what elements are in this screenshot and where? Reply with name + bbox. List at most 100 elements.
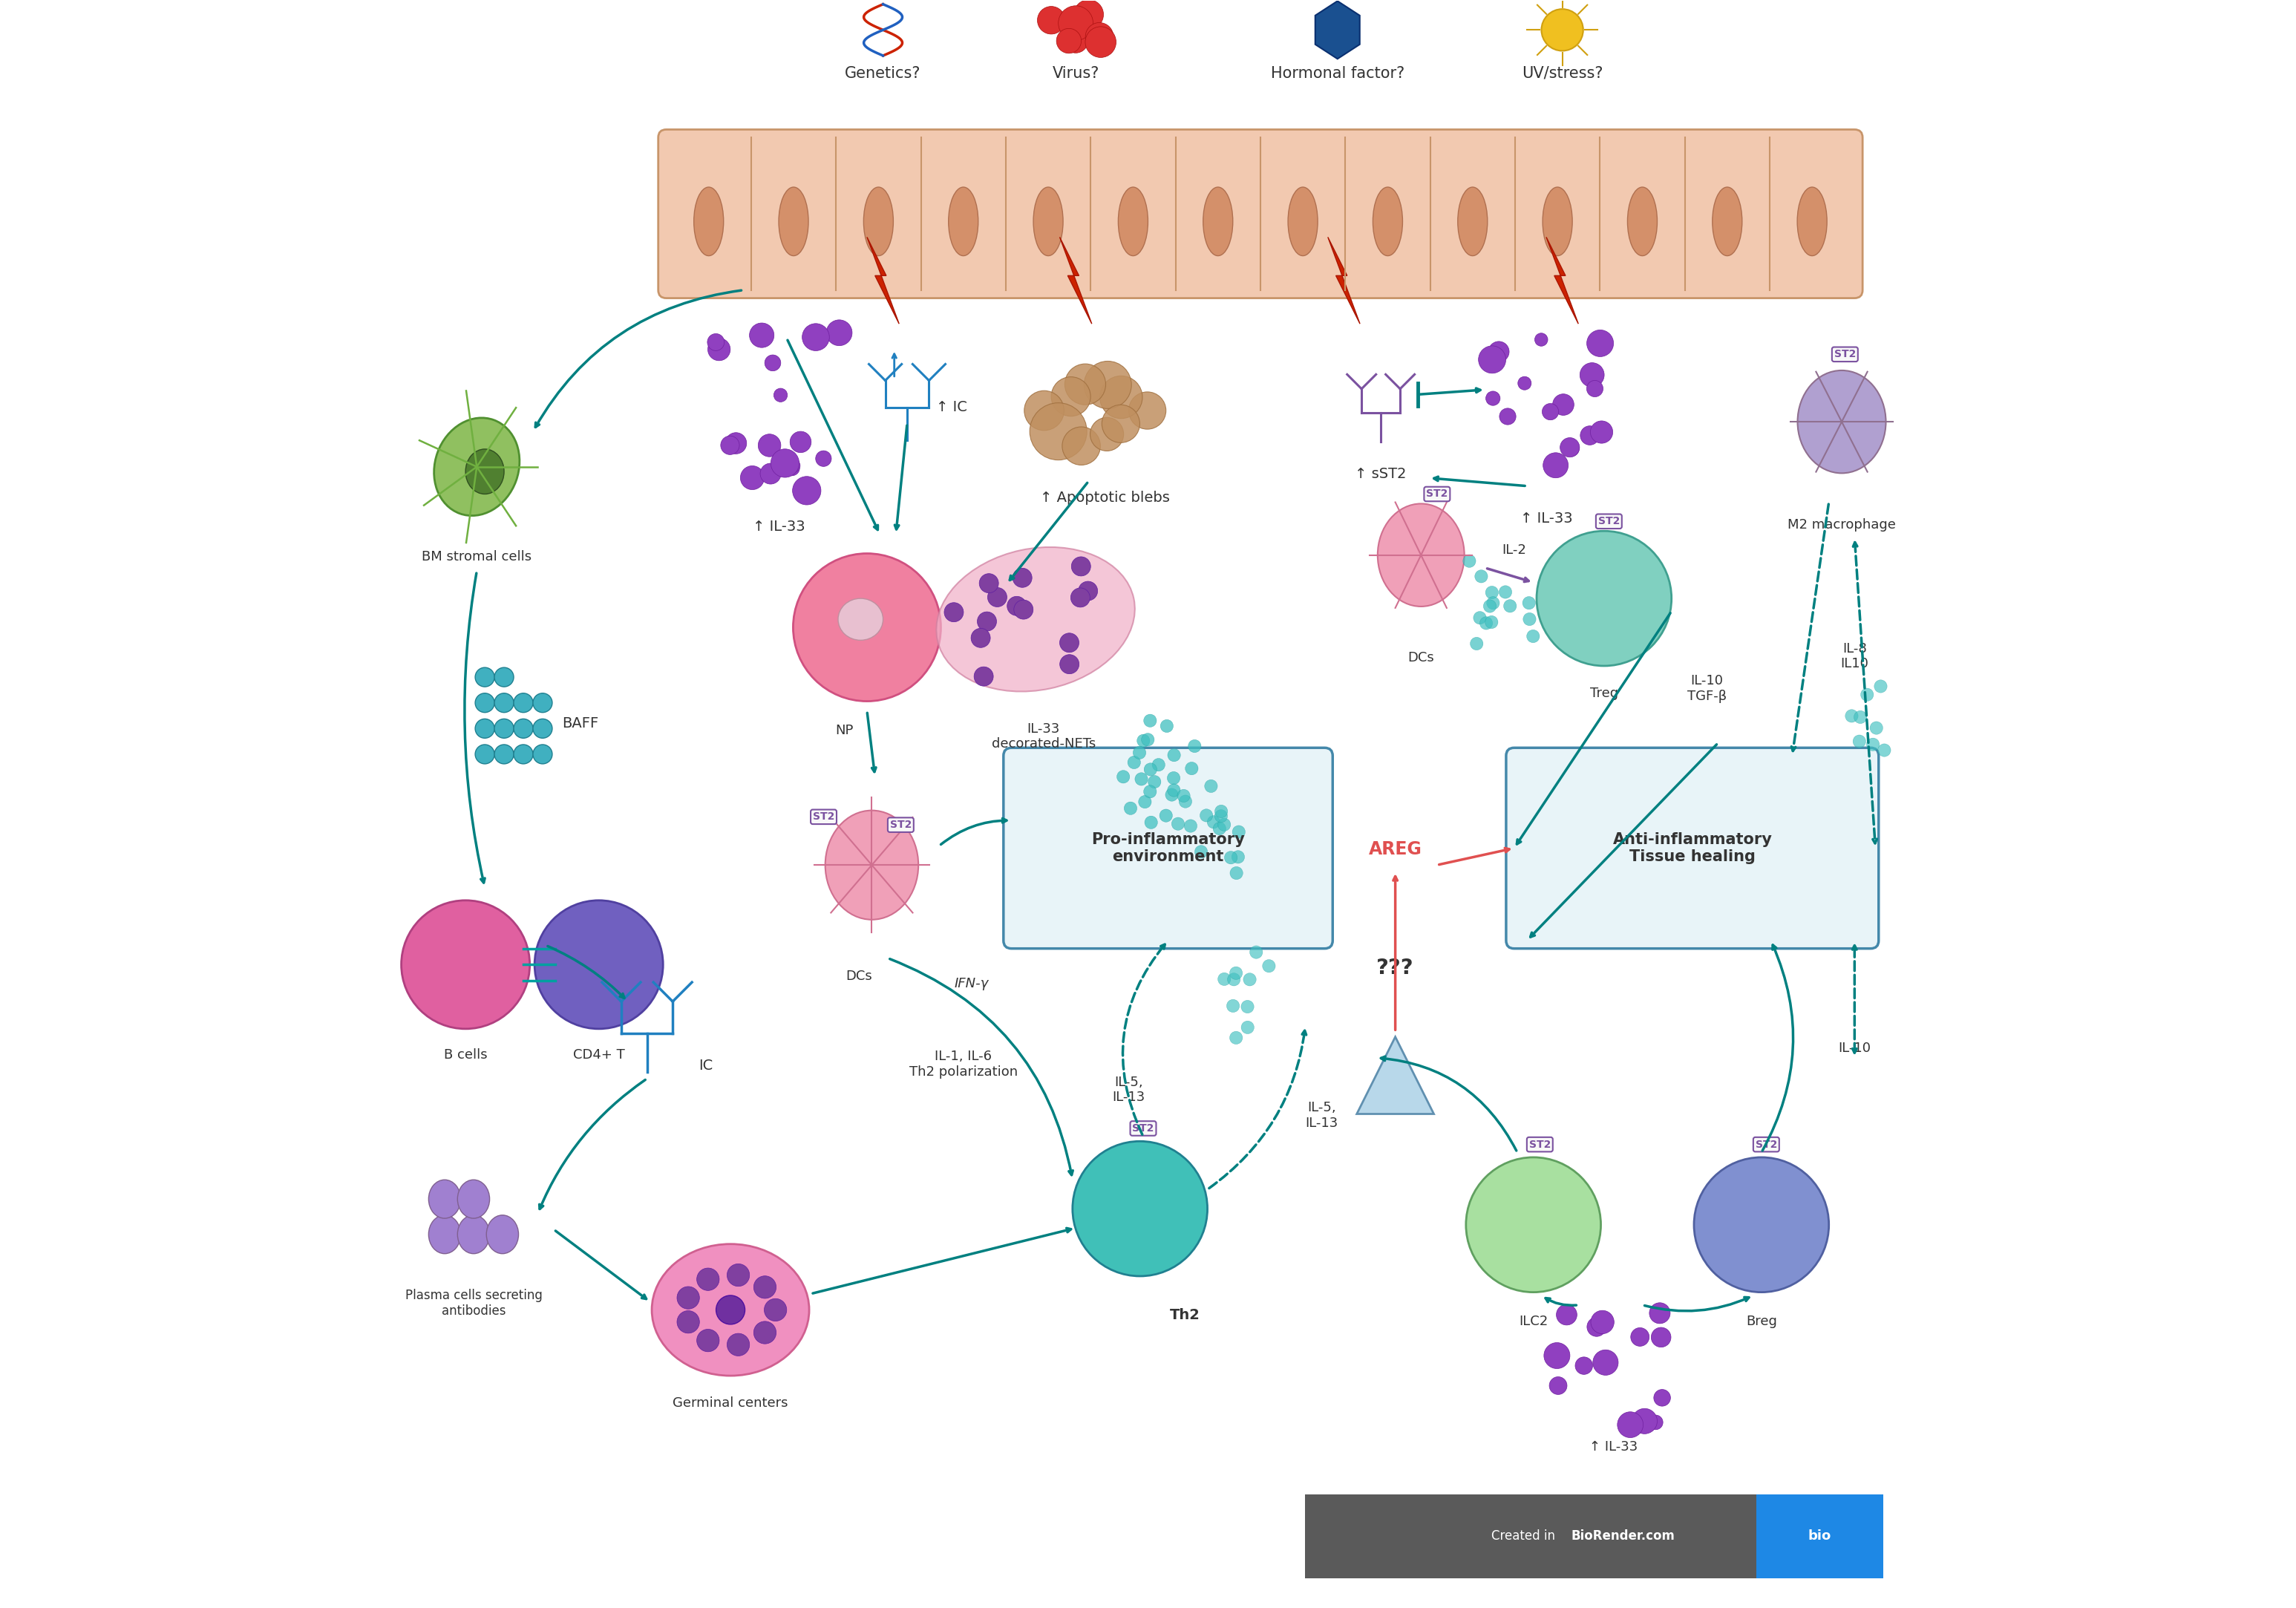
Circle shape (971, 629, 990, 648)
Text: IL-1, IL-6
Th2 polarization: IL-1, IL-6 Th2 polarization (909, 1050, 1017, 1079)
Circle shape (980, 574, 999, 593)
Ellipse shape (429, 1216, 461, 1254)
Circle shape (765, 355, 781, 371)
Circle shape (1231, 867, 1242, 880)
Circle shape (1465, 1158, 1600, 1293)
Text: UV/stress?: UV/stress? (1522, 66, 1603, 80)
Text: ST2: ST2 (1426, 489, 1449, 498)
Circle shape (827, 320, 852, 346)
Ellipse shape (1628, 187, 1658, 256)
Text: IL-5,
IL-13: IL-5, IL-13 (1304, 1101, 1339, 1130)
Ellipse shape (824, 810, 918, 920)
Circle shape (1616, 1412, 1644, 1438)
Text: Pro-inflammatory
environment: Pro-inflammatory environment (1091, 831, 1244, 863)
Circle shape (1072, 1142, 1208, 1277)
Ellipse shape (1798, 370, 1885, 473)
Polygon shape (1357, 1037, 1433, 1114)
Circle shape (1559, 437, 1580, 457)
Circle shape (1063, 29, 1088, 53)
Text: Virus?: Virus? (1052, 66, 1100, 80)
Circle shape (1522, 613, 1536, 626)
Circle shape (1008, 597, 1026, 616)
Text: ↑ IL-33: ↑ IL-33 (753, 519, 806, 534)
Circle shape (1215, 806, 1228, 818)
Circle shape (1552, 394, 1575, 415)
Circle shape (1486, 585, 1499, 598)
Ellipse shape (1203, 187, 1233, 256)
Circle shape (1058, 6, 1093, 40)
Circle shape (494, 667, 514, 687)
Circle shape (1189, 740, 1201, 753)
Circle shape (1874, 680, 1887, 693)
Circle shape (1869, 722, 1883, 735)
Circle shape (707, 334, 723, 351)
Circle shape (707, 338, 730, 360)
Circle shape (1169, 749, 1180, 762)
Ellipse shape (1458, 187, 1488, 256)
Circle shape (1102, 405, 1139, 442)
Circle shape (494, 719, 514, 738)
Circle shape (1630, 1328, 1649, 1346)
Circle shape (1153, 759, 1164, 772)
Circle shape (1242, 1021, 1254, 1034)
Circle shape (677, 1286, 700, 1309)
Ellipse shape (778, 187, 808, 256)
Ellipse shape (487, 1216, 519, 1254)
Text: ST2: ST2 (1132, 1124, 1155, 1134)
Circle shape (1148, 775, 1162, 788)
Text: BAFF: BAFF (563, 717, 599, 730)
Circle shape (1217, 973, 1231, 986)
Circle shape (1632, 1409, 1658, 1434)
Circle shape (978, 611, 996, 630)
Text: IL-10: IL-10 (1839, 1042, 1871, 1055)
Circle shape (1263, 960, 1274, 973)
Circle shape (1522, 597, 1536, 609)
Text: ↑ Apoptotic blebs: ↑ Apoptotic blebs (1040, 490, 1169, 505)
Circle shape (1013, 568, 1031, 587)
Circle shape (1587, 1317, 1607, 1336)
Circle shape (1072, 556, 1091, 576)
Circle shape (1215, 810, 1228, 823)
Circle shape (1536, 531, 1671, 666)
Circle shape (1166, 772, 1180, 785)
Text: IL-8
IL10: IL-8 IL10 (1841, 642, 1869, 671)
Circle shape (748, 323, 774, 347)
Circle shape (1171, 817, 1185, 830)
Circle shape (1479, 617, 1492, 630)
Polygon shape (1545, 236, 1577, 323)
Circle shape (974, 667, 994, 687)
Circle shape (790, 431, 810, 452)
Circle shape (1518, 376, 1531, 389)
Circle shape (1653, 1389, 1671, 1405)
Circle shape (1474, 611, 1486, 624)
Circle shape (1208, 815, 1219, 828)
Ellipse shape (429, 1180, 461, 1219)
Circle shape (1075, 0, 1104, 29)
Circle shape (1086, 27, 1116, 58)
Circle shape (1694, 1158, 1830, 1293)
Text: IC: IC (698, 1058, 712, 1073)
Circle shape (1159, 720, 1173, 733)
Circle shape (1137, 735, 1150, 748)
Circle shape (1166, 783, 1180, 796)
Ellipse shape (1378, 503, 1465, 606)
Circle shape (1100, 376, 1143, 418)
Circle shape (514, 693, 533, 712)
Text: DCs: DCs (845, 970, 872, 982)
Circle shape (1065, 363, 1107, 405)
Text: NP: NP (836, 724, 854, 736)
Circle shape (1024, 391, 1063, 431)
Ellipse shape (838, 598, 884, 640)
FancyBboxPatch shape (1003, 748, 1332, 949)
Circle shape (1504, 600, 1515, 613)
Circle shape (774, 388, 788, 402)
Text: Germinal centers: Germinal centers (673, 1397, 788, 1410)
Circle shape (1185, 762, 1199, 775)
Circle shape (475, 719, 494, 738)
Circle shape (1015, 600, 1033, 619)
Circle shape (1201, 809, 1212, 822)
Circle shape (1587, 330, 1614, 357)
Circle shape (765, 1299, 788, 1322)
Circle shape (1029, 404, 1086, 460)
Text: IL-33
decorated-NETs: IL-33 decorated-NETs (992, 722, 1095, 751)
